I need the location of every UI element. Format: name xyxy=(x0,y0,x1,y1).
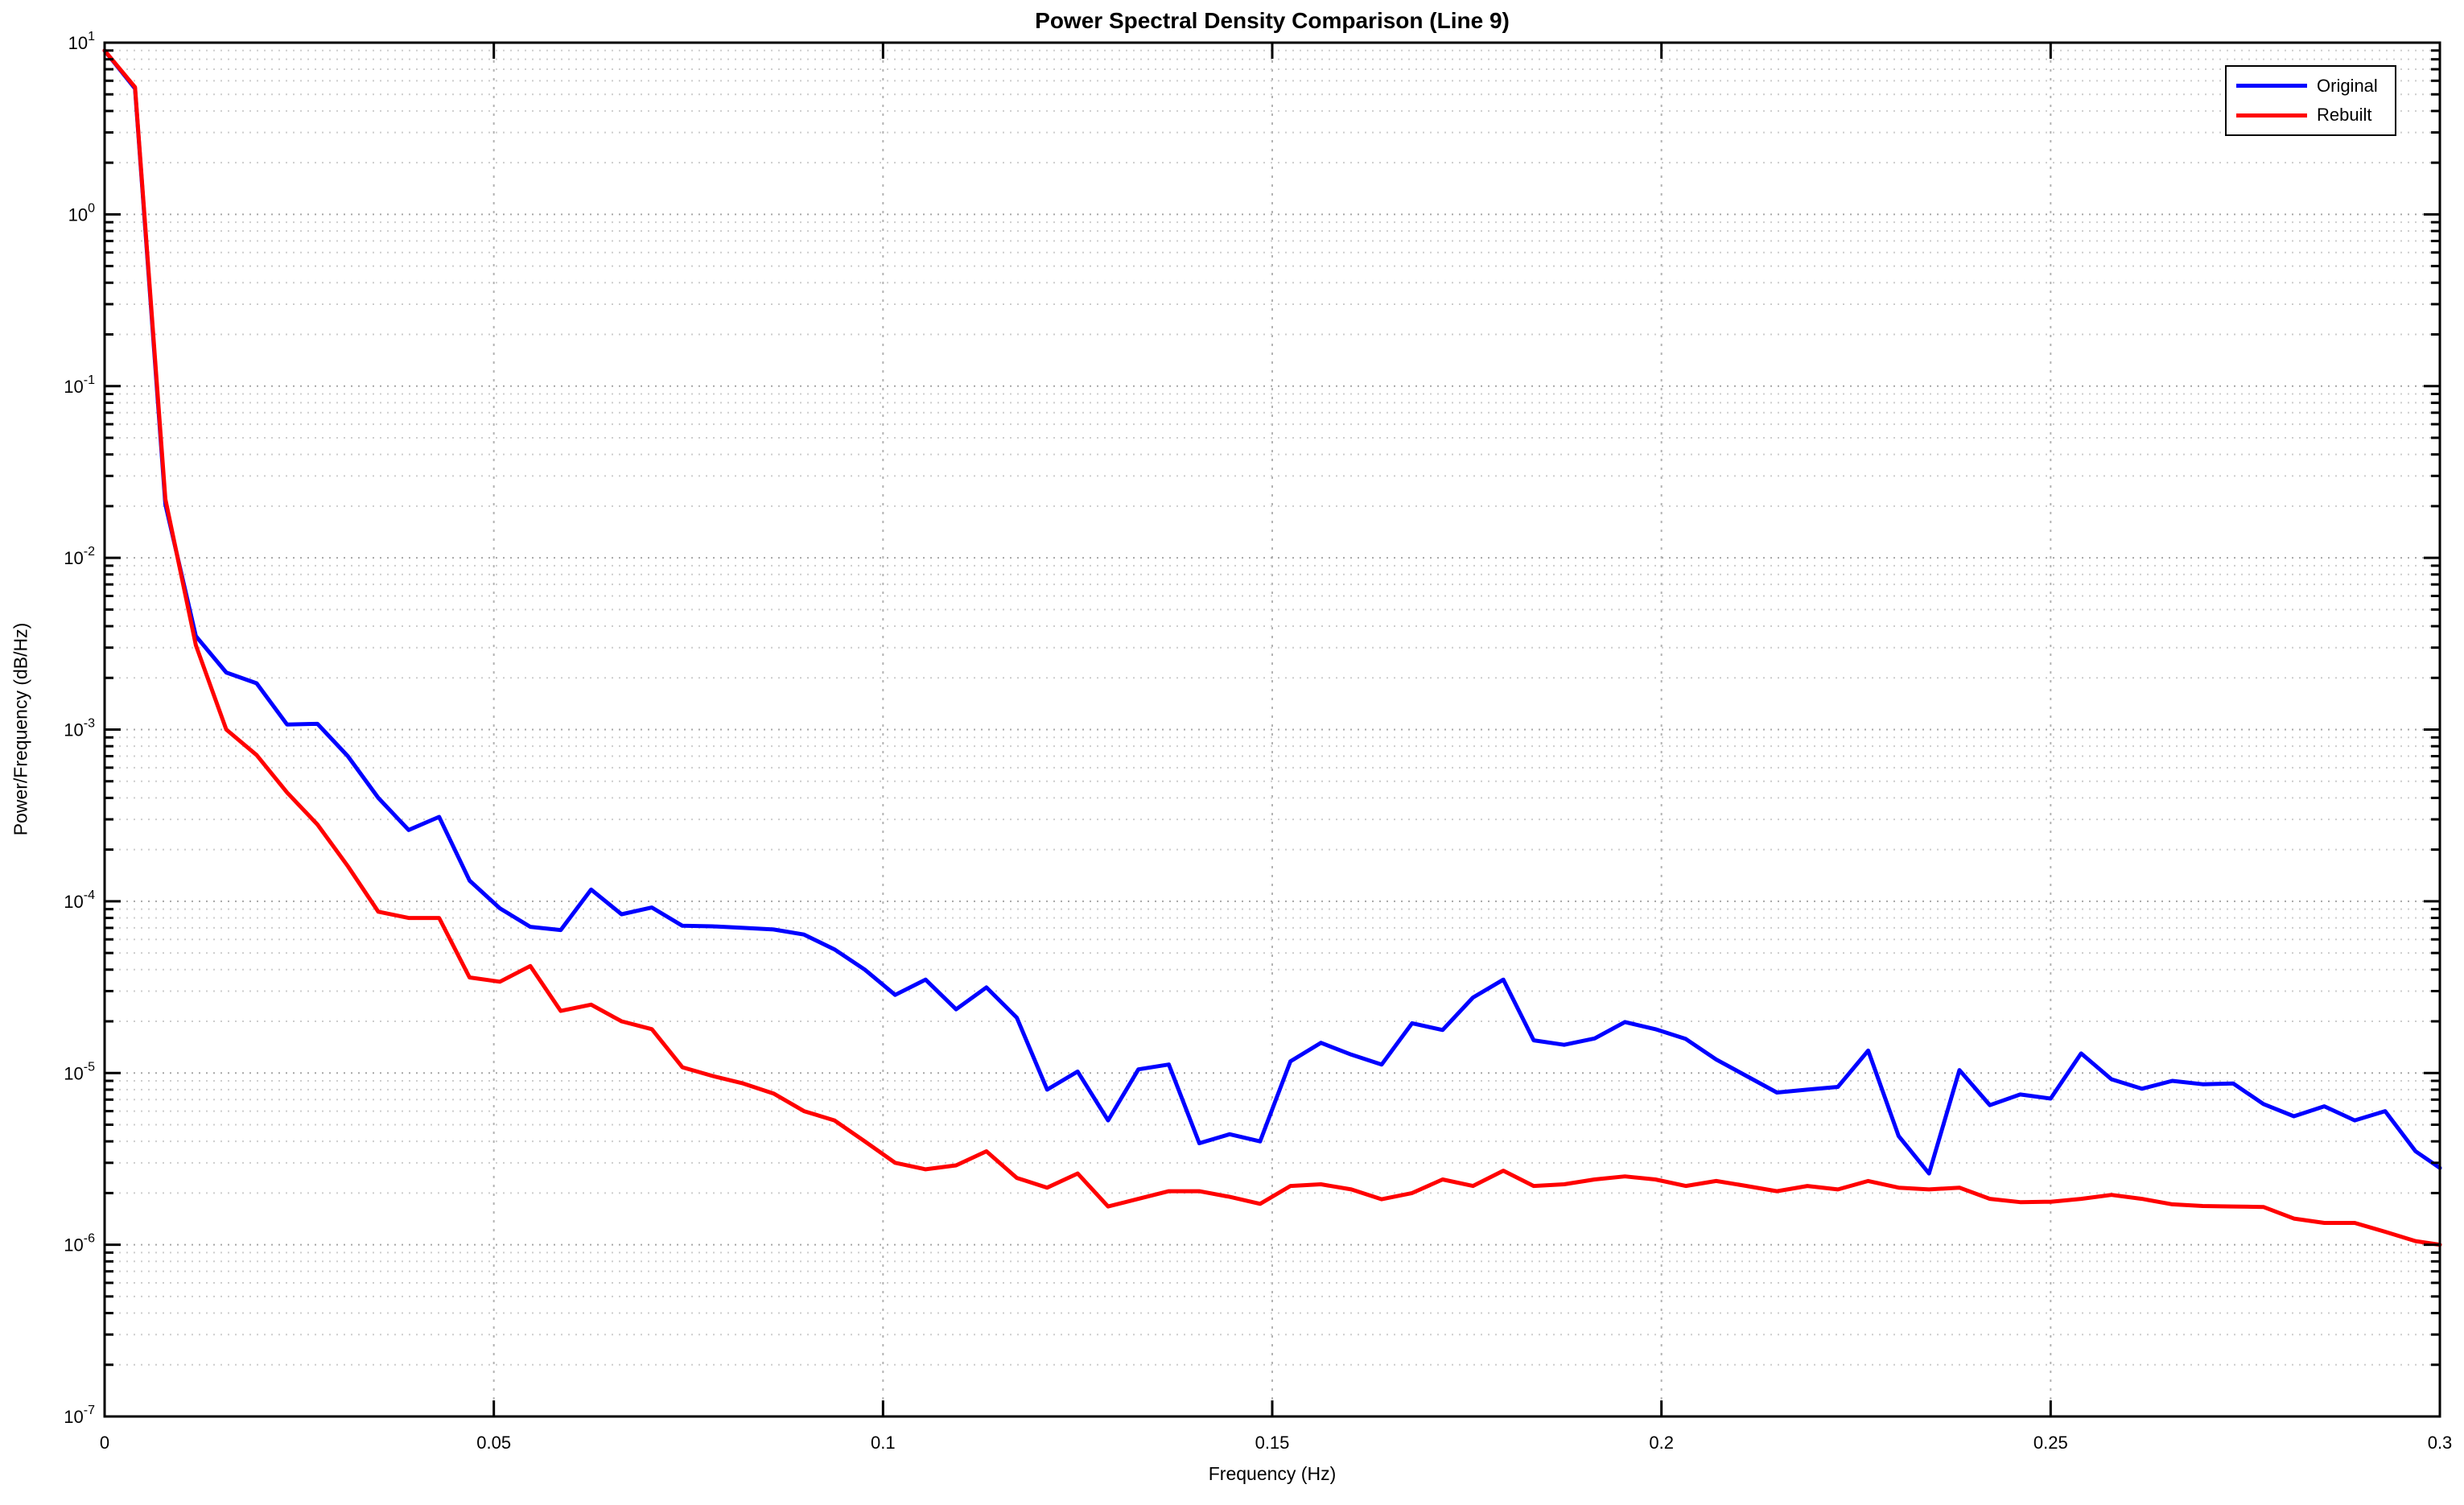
y-tick-label: 10-2 xyxy=(64,545,95,568)
x-tick-label: 0.25 xyxy=(2033,1433,2068,1453)
y-tick-label: 10-5 xyxy=(64,1060,95,1083)
x-tick-label: 0.15 xyxy=(1255,1433,1290,1453)
legend-label-rebuilt: Rebuilt xyxy=(2317,105,2372,126)
x-tick-label: 0.3 xyxy=(2428,1433,2453,1453)
y-tick-label: 10-3 xyxy=(64,717,95,740)
legend-box: Original Rebuilt xyxy=(2225,65,2396,136)
series-lines xyxy=(102,48,2442,1247)
y-axis-label: Power/Frequency (dB/Hz) xyxy=(10,622,31,836)
legend-entry-rebuilt: Rebuilt xyxy=(2227,105,2395,126)
legend-swatch-original xyxy=(2236,84,2307,89)
x-tick-label: 0.2 xyxy=(1649,1433,1674,1453)
x-tick-label: 0.1 xyxy=(871,1433,896,1453)
tick-labels: 0 0.05 0.1 0.15 0.2 0.25 0.3 101 100 10-1 10-2 10-3… xyxy=(64,30,2452,1453)
y-tick-label: 100 xyxy=(68,201,95,225)
y-tick-label: 101 xyxy=(68,30,95,53)
x-axis-label: Frequency (Hz) xyxy=(1208,1463,1337,1484)
y-tick-label: 10-1 xyxy=(64,373,95,397)
axis-ticks xyxy=(103,41,2441,1418)
legend-entry-original: Original xyxy=(2227,76,2395,97)
x-tick-label: 0.05 xyxy=(476,1433,511,1453)
grid-lines xyxy=(105,43,2440,1416)
rebuilt-series-line xyxy=(102,48,2442,1247)
y-tick-label: 10-6 xyxy=(64,1232,95,1256)
y-tick-label: 10-4 xyxy=(64,889,95,912)
chart-title: Power Spectral Density Comparison (Line … xyxy=(1035,8,1510,33)
legend-label-original: Original xyxy=(2317,75,2378,96)
x-tick-label: 0 xyxy=(100,1433,109,1453)
y-tick-label: 10-7 xyxy=(64,1404,95,1427)
original-series-line xyxy=(102,48,2442,1176)
legend-swatch-rebuilt xyxy=(2236,113,2307,118)
